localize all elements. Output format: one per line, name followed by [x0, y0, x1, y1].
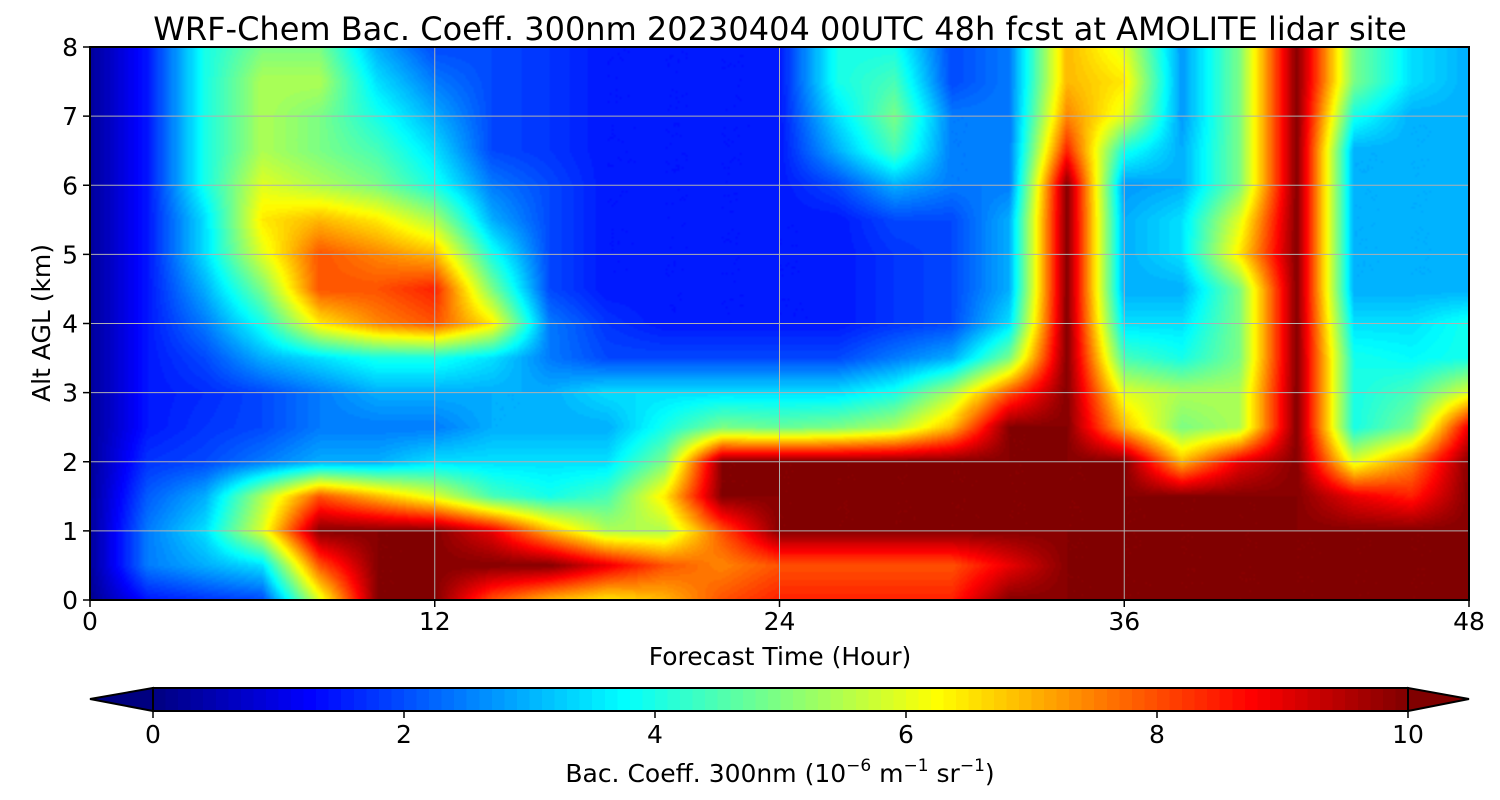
y-tick-label: 0	[62, 586, 78, 615]
y-tick-label: 6	[62, 171, 78, 200]
colorbar-extend-low	[89, 686, 154, 713]
colorbar: 0 2 4 6 8 10 Bac. Coeff. 300nm (10−6 m−1 sr−1…	[89, 686, 1470, 788]
chart-title: WRF-Chem Bac. Coeff. 300nm 20230404 00UT…	[153, 10, 1407, 48]
x-axis-label: Forecast Time (Hour)	[649, 642, 912, 671]
colorbar-tick-label: 2	[396, 720, 412, 749]
colorbar-label: Bac. Coeff. 300nm (10−6 m−1 sr−1)	[565, 756, 994, 788]
y-tick-label: 8	[62, 33, 78, 62]
colorbar-label-suffix: )	[985, 759, 995, 788]
y-tick-label: 5	[62, 240, 78, 269]
colorbar-label-exp1: −6	[846, 756, 871, 776]
colorbar-ticks: 0 2 4 6 8 10	[145, 711, 1424, 749]
colorbar-tick-label: 6	[898, 720, 914, 749]
x-tick-label: 48	[1453, 607, 1485, 636]
colorbar-label-exp3: −1	[960, 756, 985, 776]
colorbar-label-mid: m	[871, 759, 903, 788]
y-tick-label: 4	[62, 310, 78, 339]
colorbar-body	[153, 688, 1408, 711]
colorbar-tick-label: 0	[145, 720, 161, 749]
x-tick-label: 36	[1108, 607, 1140, 636]
y-tick-label: 3	[62, 379, 78, 408]
y-tick-label: 1	[62, 517, 78, 546]
colorbar-frame	[152, 687, 1409, 712]
y-axis: 0 1 2 3 4 5 6 7 8	[62, 33, 90, 615]
colorbar-tick-label: 10	[1392, 720, 1424, 749]
x-tick-label: 24	[764, 607, 796, 636]
plot-area	[89, 46, 1470, 601]
colorbar-label-mid2: sr	[929, 759, 961, 788]
y-tick-label: 2	[62, 448, 78, 477]
colorbar-extend-high	[1407, 686, 1470, 713]
y-tick-label: 7	[62, 102, 78, 131]
x-tick-label: 0	[82, 607, 98, 636]
x-axis: 0 12 24 36 48	[82, 600, 1485, 636]
x-tick-label: 12	[419, 607, 451, 636]
colorbar-tick-label: 4	[647, 720, 663, 749]
colorbar-label-prefix: Bac. Coeff. 300nm (10	[565, 759, 846, 788]
colorbar-tick-label: 8	[1149, 720, 1165, 749]
grid	[90, 47, 1469, 600]
y-axis-label: Alt AGL (km)	[27, 244, 56, 402]
colorbar-label-exp2: −1	[904, 756, 929, 776]
